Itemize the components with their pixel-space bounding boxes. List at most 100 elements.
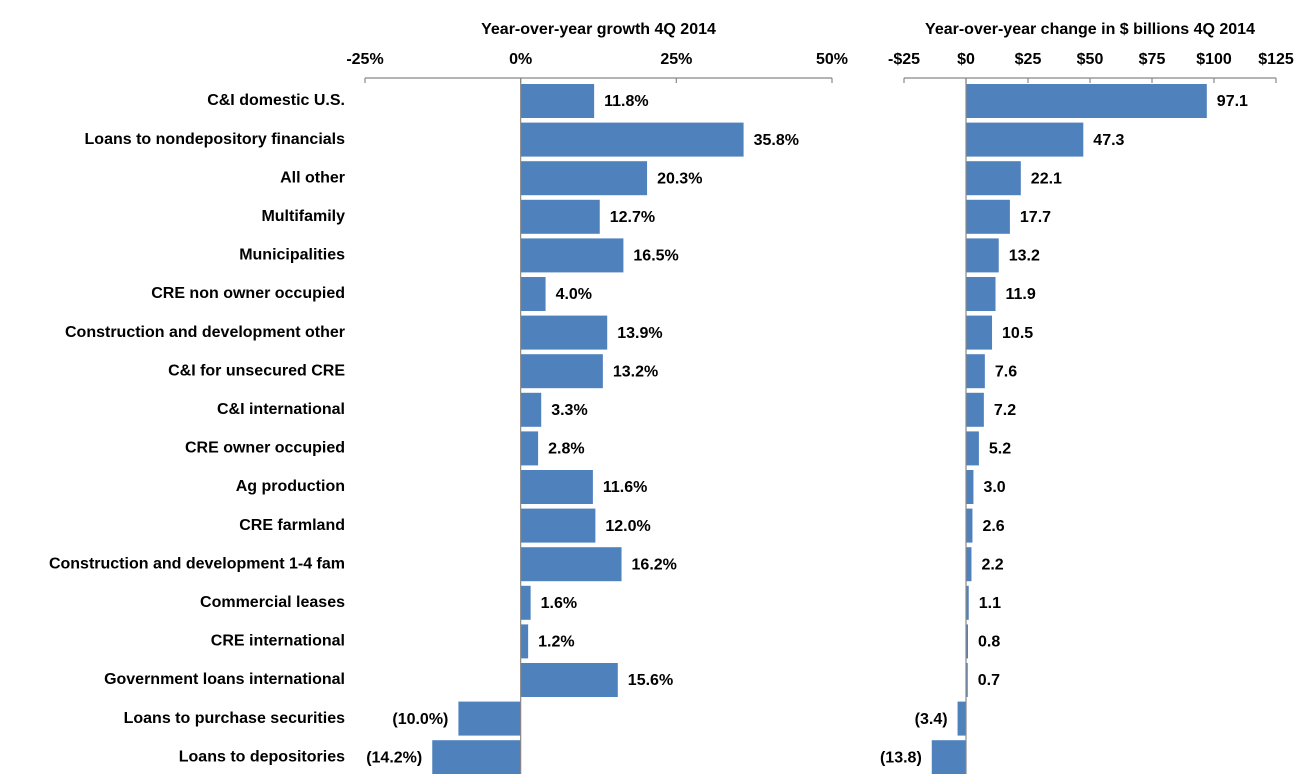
value-label: (14.2%) — [366, 749, 422, 766]
value-label: 3.3% — [551, 402, 587, 419]
value-label: 7.6 — [995, 363, 1017, 380]
bar — [520, 392, 542, 427]
value-label: 12.0% — [605, 518, 650, 535]
value-label: 11.8% — [604, 93, 648, 110]
bar — [520, 470, 593, 504]
value-label: 3.0 — [983, 479, 1005, 496]
category-label: CRE owner occupied — [185, 440, 345, 457]
x-tick-label: 25% — [660, 51, 692, 68]
bar — [966, 392, 984, 427]
value-label: (3.4) — [915, 711, 948, 728]
category-label: C&I for unsecured CRE — [168, 362, 345, 379]
value-label: (10.0%) — [392, 711, 448, 728]
value-label: 13.9% — [617, 325, 662, 342]
bar — [966, 470, 974, 504]
value-label: 35.8% — [754, 132, 799, 149]
bar — [966, 122, 1084, 157]
value-label: 16.2% — [632, 556, 677, 573]
value-label: 1.1 — [979, 595, 1001, 612]
value-label: 12.7% — [610, 209, 655, 226]
bar — [520, 354, 603, 389]
value-label: 1.2% — [538, 634, 574, 651]
x-tick-label: $100 — [1196, 51, 1232, 68]
bar — [520, 624, 529, 659]
bar — [966, 547, 972, 582]
bar — [966, 84, 1207, 118]
value-label: 11.6% — [603, 479, 647, 496]
bar — [966, 585, 969, 620]
category-label: All other — [280, 169, 345, 186]
value-label: 7.2 — [994, 402, 1016, 419]
x-tick-label: $25 — [1015, 51, 1042, 68]
value-label: 97.1 — [1217, 93, 1248, 110]
bar — [520, 199, 600, 234]
x-tick-label: $75 — [1139, 51, 1166, 68]
value-label: 5.2 — [989, 441, 1011, 458]
value-label: 13.2% — [613, 363, 658, 380]
bar — [931, 740, 966, 774]
value-label: 2.8% — [548, 441, 584, 458]
category-label: Construction and development other — [65, 324, 345, 341]
bar — [966, 238, 999, 273]
category-label: CRE farmland — [239, 517, 345, 534]
x-tick-label: -$25 — [888, 51, 920, 68]
value-label: 1.6% — [541, 595, 577, 612]
bar — [966, 431, 979, 466]
chart-title: Year-over-year growth 4Q 2014 — [481, 21, 716, 38]
value-label: (13.8) — [880, 749, 922, 766]
value-label: 22.1 — [1031, 170, 1062, 187]
bar — [966, 199, 1010, 234]
category-label: CRE international — [211, 633, 345, 650]
bar — [520, 161, 648, 196]
x-tick-label: 50% — [816, 51, 848, 68]
bar — [432, 740, 521, 774]
bar — [966, 508, 973, 543]
x-tick-label: -25% — [346, 51, 383, 68]
x-tick-label: 0% — [509, 51, 532, 68]
category-label: Loans to nondepository financials — [85, 131, 346, 148]
value-label: 4.0% — [556, 286, 592, 303]
bar — [458, 701, 521, 736]
category-label: C&I domestic U.S. — [207, 92, 345, 109]
bar — [966, 663, 968, 697]
bar — [957, 701, 966, 736]
value-label: 2.2 — [981, 556, 1003, 573]
bar — [520, 315, 608, 350]
bar — [966, 161, 1021, 196]
category-label: Municipalities — [239, 247, 345, 264]
value-label: 47.3 — [1093, 132, 1124, 149]
category-label: Government loans international — [104, 671, 345, 688]
value-label: 0.7 — [978, 672, 1000, 689]
category-label: Multifamily — [261, 208, 345, 225]
chart-title: Year-over-year change in $ billions 4Q 2… — [925, 21, 1255, 38]
category-label: Loans to depositories — [179, 748, 345, 765]
value-label: 13.2 — [1009, 248, 1040, 265]
category-label: Commercial leases — [200, 594, 345, 611]
bar — [966, 277, 996, 311]
bar — [520, 508, 596, 543]
value-label: 0.8 — [978, 634, 1000, 651]
value-label: 20.3% — [657, 170, 702, 187]
category-label: CRE non owner occupied — [151, 285, 345, 302]
bar — [520, 84, 595, 118]
bar — [966, 624, 968, 659]
bar — [520, 547, 622, 582]
value-label: 2.6 — [982, 518, 1004, 535]
category-label: Ag production — [236, 478, 345, 495]
bar — [520, 238, 624, 273]
value-label: 10.5 — [1002, 325, 1033, 342]
category-label: C&I international — [217, 401, 345, 418]
bar — [520, 663, 618, 697]
value-label: 11.9 — [1006, 286, 1036, 303]
category-label: Loans to purchase securities — [124, 710, 346, 727]
x-tick-label: $125 — [1258, 51, 1294, 68]
bar — [520, 277, 546, 311]
bar — [520, 122, 744, 157]
x-tick-label: $0 — [957, 51, 975, 68]
bar — [966, 315, 993, 350]
value-label: 15.6% — [628, 672, 673, 689]
value-label: 17.7 — [1020, 209, 1051, 226]
x-tick-label: $50 — [1077, 51, 1104, 68]
bar — [520, 431, 539, 466]
